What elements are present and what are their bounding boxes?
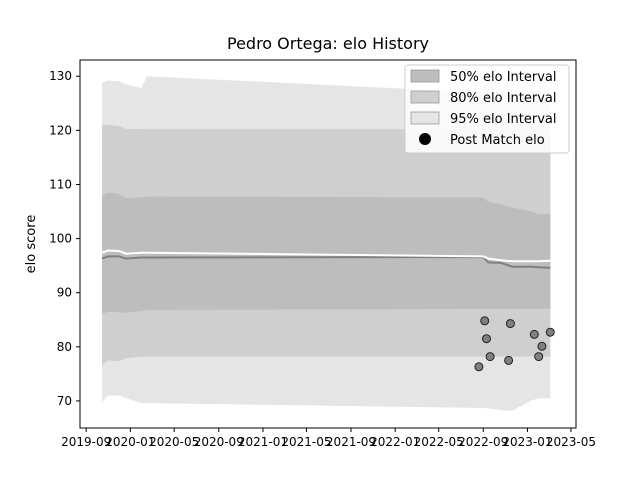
- legend-swatch: [410, 90, 440, 104]
- y-tick-label: 70: [57, 394, 72, 408]
- y-tick-label: 120: [49, 123, 72, 137]
- post-match-points: [474, 316, 555, 372]
- x-tick-label: 2020-05: [149, 435, 199, 449]
- y-axis: 70 80 90 100 110 120 130: [49, 69, 80, 408]
- legend-label: 50% elo Interval: [450, 70, 557, 85]
- legend-label: 80% elo Interval: [450, 91, 557, 106]
- post-match-point: [482, 334, 491, 344]
- x-tick-label: 2021-01: [238, 435, 288, 449]
- x-tick-label: 2022-09: [458, 435, 508, 449]
- x-tick-label: 2019-09: [61, 435, 111, 449]
- band-50-area: [102, 192, 551, 314]
- chart-title: Pedro Ortega: elo History: [227, 34, 429, 53]
- legend-marker: [419, 133, 431, 145]
- post-match-point: [505, 319, 515, 329]
- x-tick-label: 2022-01: [370, 435, 420, 449]
- plot-area: [101, 76, 555, 411]
- x-tick-label: 2020-09: [194, 435, 244, 449]
- post-match-point: [534, 352, 544, 362]
- post-match-point: [537, 341, 547, 351]
- post-match-point: [474, 362, 484, 372]
- interval-bands: [102, 76, 551, 411]
- legend-swatch: [410, 111, 440, 125]
- median-line: [101, 249, 551, 263]
- y-axis-label: elo score: [24, 215, 39, 274]
- x-tick-label: 2022-05: [414, 435, 464, 449]
- plot-frame: [79, 59, 577, 429]
- legend-label: 95% elo Interval: [450, 112, 557, 127]
- post-match-point: [480, 316, 490, 326]
- y-tick-label: 100: [49, 232, 72, 246]
- legend-label: Post Match elo: [450, 133, 545, 148]
- elo-lines: [101, 249, 551, 269]
- x-tick-label: 2021-09: [326, 435, 376, 449]
- x-tick-label: 2023-01: [502, 435, 552, 449]
- post-match-point: [529, 329, 539, 339]
- x-tick-label: 2023-05: [546, 435, 596, 449]
- x-axis: 2019-092020-012020-052020-092021-012021-…: [61, 428, 596, 449]
- legend-swatch: [410, 69, 440, 83]
- x-tick-label: 2021-05: [281, 435, 331, 449]
- post-match-point: [485, 352, 495, 362]
- legend: 50% elo Interval 80% elo Interval 95% elo …: [404, 64, 570, 154]
- legend-box: [404, 64, 570, 154]
- x-tick-label: 2020-01: [105, 435, 155, 449]
- y-tick-label: 90: [57, 286, 72, 300]
- y-tick-label: 130: [49, 69, 72, 83]
- post-match-point: [545, 327, 555, 337]
- y-tick-label: 80: [57, 340, 72, 354]
- post-match-point: [504, 355, 514, 365]
- y-tick-label: 110: [49, 177, 72, 191]
